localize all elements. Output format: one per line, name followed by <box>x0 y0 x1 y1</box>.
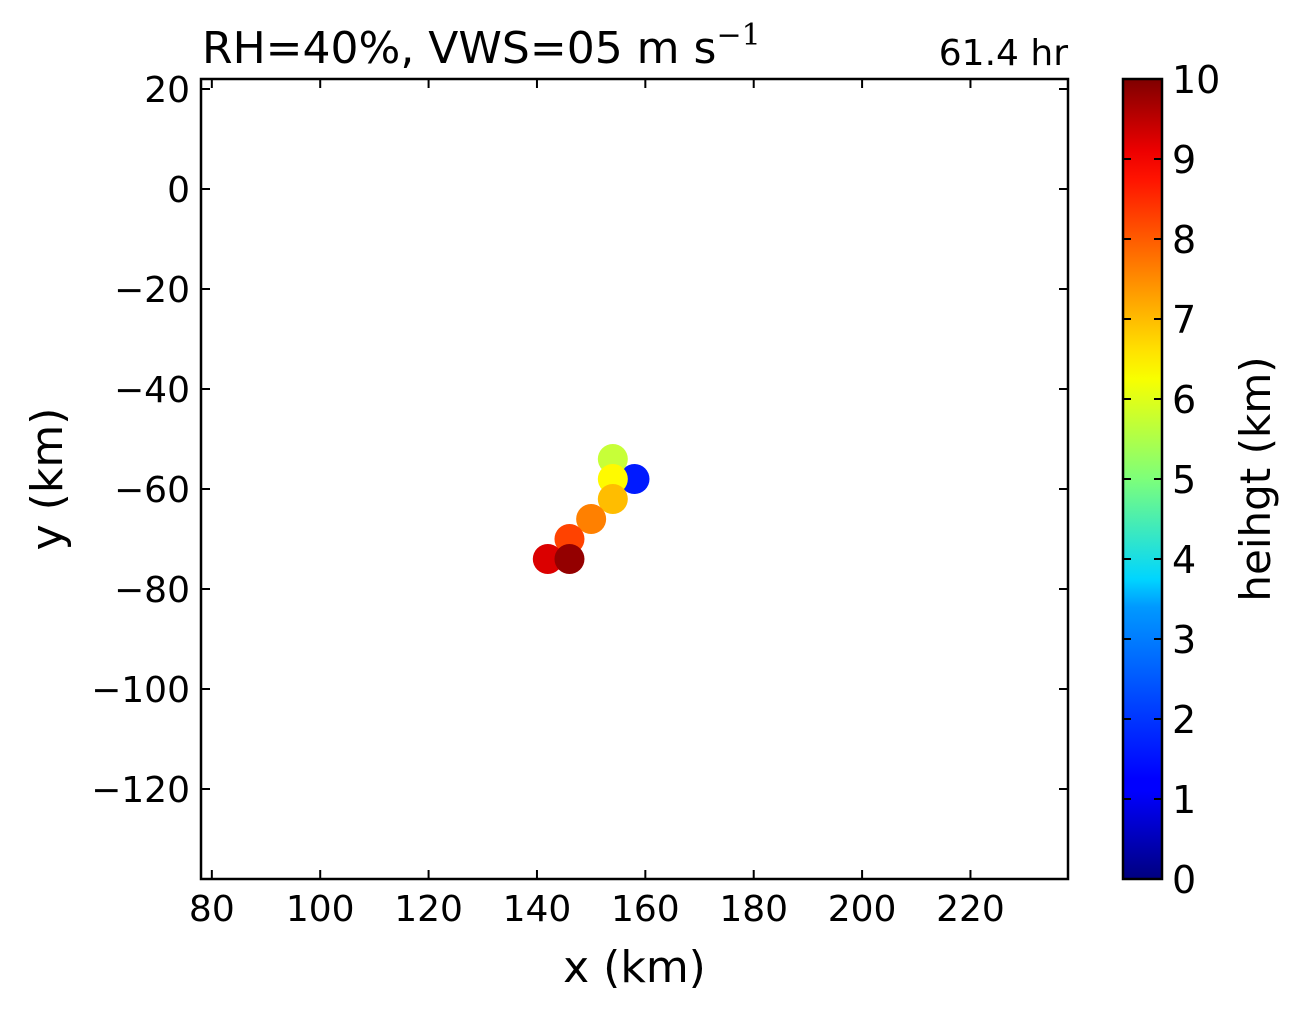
data-point <box>554 544 585 574</box>
time-annotation: 61.4 hr <box>939 33 1068 74</box>
y-axis: 20 0 −20 −40 −60 −80 −100 −120 <box>91 70 1068 811</box>
data-point <box>576 504 607 534</box>
x-tick-label: 160 <box>611 889 680 930</box>
colorbar: 0 1 2 3 4 5 6 7 8 9 10 heihgt (km) <box>1121 58 1280 902</box>
colorbar-tick-label: 10 <box>1172 58 1220 102</box>
colorbar-tick-label: 6 <box>1172 378 1196 422</box>
y-tick-label: 20 <box>144 70 190 111</box>
x-tick-label: 220 <box>936 889 1005 930</box>
colorbar-tick-label: 1 <box>1172 778 1196 822</box>
y-tick-label: −40 <box>114 370 190 411</box>
y-tick-label: −100 <box>91 670 190 711</box>
y-axis-label: y (km) <box>22 408 73 551</box>
y-tick-label: −60 <box>114 470 190 511</box>
x-tick-label: 80 <box>189 889 235 930</box>
colorbar-tick-label: 7 <box>1172 298 1196 342</box>
colorbar-tick-label: 0 <box>1172 858 1196 902</box>
colorbar-tick-label: 8 <box>1172 218 1196 262</box>
colorbar-tick-label: 5 <box>1172 458 1196 502</box>
data-point <box>597 484 628 514</box>
data-points <box>532 444 650 574</box>
x-tick-label: 120 <box>394 889 463 930</box>
x-tick-label: 180 <box>719 889 788 930</box>
colorbar-tick-label: 3 <box>1172 618 1196 662</box>
chart-title: RH=40%, VWS=05 m s−1 <box>202 18 761 74</box>
y-tick-label: −120 <box>91 770 190 811</box>
plot-frame <box>199 77 1070 881</box>
colorbar-tick-label: 4 <box>1172 538 1196 582</box>
plot-area: 80 100 120 140 160 180 200 220 200−20−40−60−80−… <box>91 70 1070 930</box>
x-tick-label: 200 <box>828 889 897 930</box>
colorbar-label: heihgt (km) <box>1231 356 1280 601</box>
x-tick-label: 100 <box>286 889 355 930</box>
colorbar-tick-label: 9 <box>1172 138 1196 182</box>
colorbar-ticks: 0 1 2 3 4 5 6 7 8 9 10 <box>1123 58 1220 902</box>
data-point <box>619 464 650 494</box>
y-tick-label: 0 <box>167 170 190 211</box>
colorbar-tick-label: 2 <box>1172 698 1196 742</box>
x-axis-label: x (km) <box>563 942 706 993</box>
y-tick-label: −80 <box>114 570 190 611</box>
x-tick-label: 140 <box>503 889 572 930</box>
y-tick-label: −20 <box>114 270 190 311</box>
x-axis: 80 100 120 140 160 180 200 220 <box>189 79 1005 930</box>
data-point <box>532 544 563 574</box>
